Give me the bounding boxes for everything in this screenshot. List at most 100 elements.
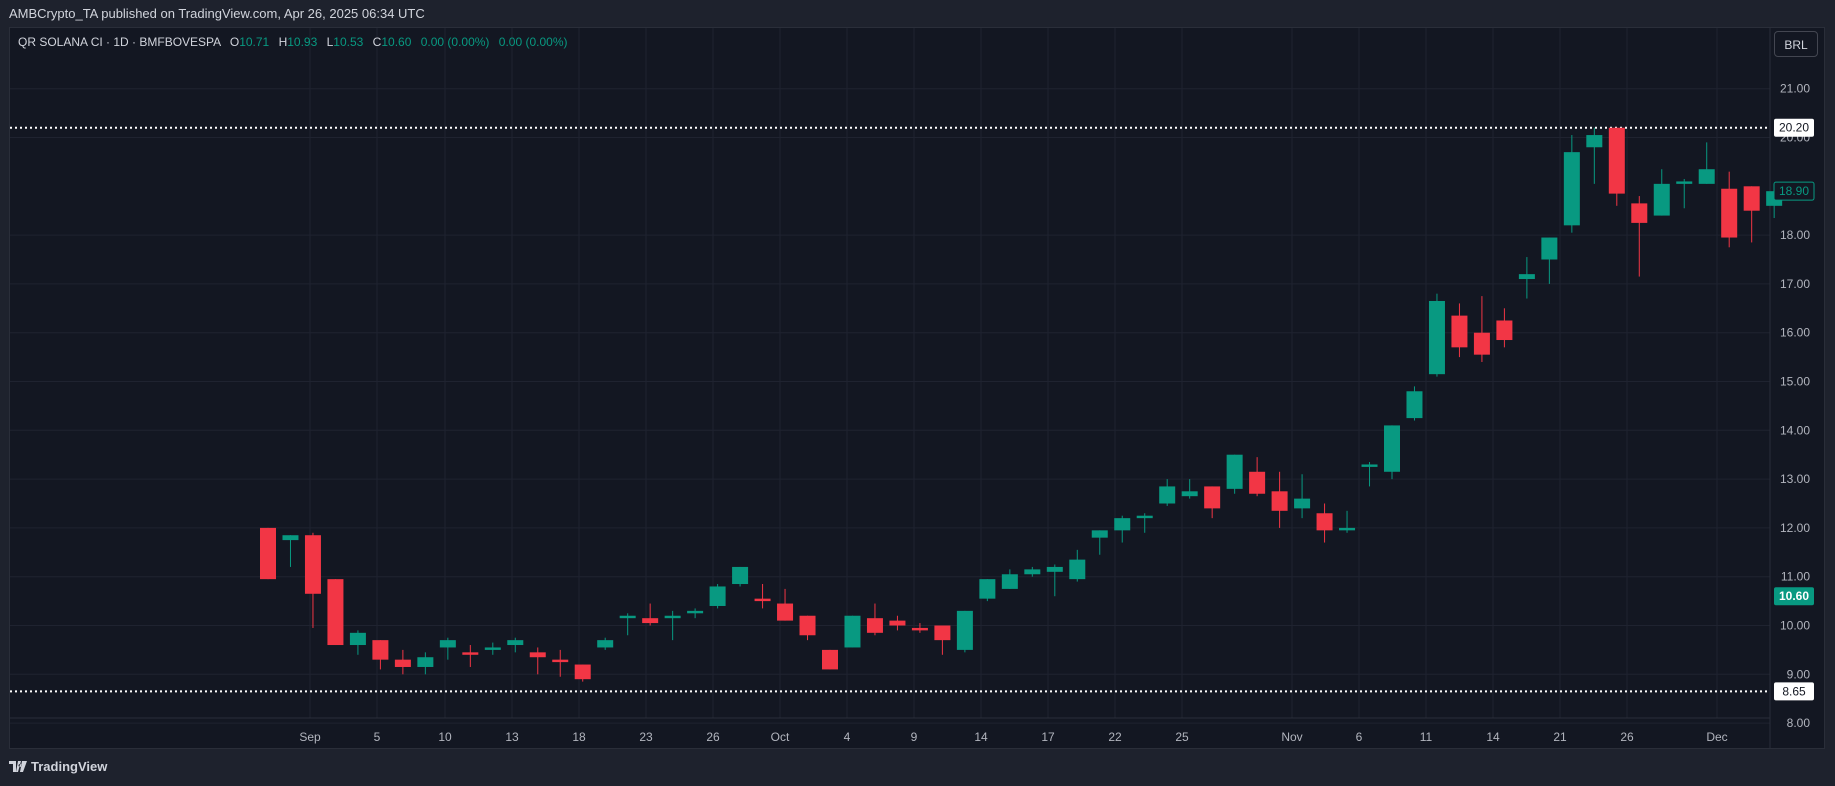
candle-body[interactable]	[642, 618, 659, 624]
candle-body[interactable]	[1136, 515, 1153, 519]
x-tick-label: 26	[706, 730, 720, 744]
candle-body[interactable]	[1384, 425, 1400, 472]
candle-body[interactable]	[1743, 186, 1760, 211]
candle-body[interactable]	[1159, 486, 1176, 504]
change-value-2: 0.00 (0.00%)	[498, 35, 568, 49]
candle-body[interactable]	[1249, 471, 1266, 494]
candle-body[interactable]	[394, 659, 411, 667]
change-value: 0.00 (0.00%)	[420, 35, 490, 49]
candle-body[interactable]	[1181, 491, 1198, 497]
candle-body[interactable]	[844, 615, 861, 648]
x-tick-label: 17	[1041, 730, 1055, 744]
candle-body[interactable]	[1541, 237, 1558, 260]
candle-body[interactable]	[709, 586, 726, 606]
close-label: C	[372, 35, 382, 49]
x-tick-label: Dec	[1706, 730, 1727, 744]
y-tick-label: 10.00	[1780, 619, 1810, 633]
candle-body[interactable]	[1271, 491, 1288, 511]
candle-body[interactable]	[889, 620, 906, 626]
candle-body[interactable]	[439, 640, 456, 648]
candle-body[interactable]	[1226, 454, 1243, 489]
candle-body[interactable]	[1339, 527, 1356, 531]
candle-body[interactable]	[1721, 188, 1738, 238]
candle-body[interactable]	[1001, 574, 1018, 589]
candle-body[interactable]	[934, 625, 951, 641]
candle-body[interactable]	[732, 566, 749, 585]
candle-body[interactable]	[1316, 513, 1333, 531]
x-tick-label: 13	[505, 730, 519, 744]
low-label: L	[326, 35, 334, 49]
candle-body[interactable]	[597, 640, 614, 648]
candle-body[interactable]	[574, 664, 591, 680]
candle-body[interactable]	[1698, 169, 1715, 184]
candle-body[interactable]	[1563, 152, 1580, 226]
last-price-label: 18.90	[1779, 184, 1809, 198]
candle-body[interactable]	[1091, 530, 1108, 538]
candle-body[interactable]	[260, 527, 276, 580]
candle-body[interactable]	[507, 640, 524, 646]
candle-body[interactable]	[1294, 498, 1311, 509]
candle-body[interactable]	[866, 618, 883, 633]
candle-body[interactable]	[484, 647, 501, 650]
close-value: 10.60	[381, 35, 412, 49]
brand-label: TradingView	[31, 759, 108, 774]
x-tick-label: 4	[844, 730, 851, 744]
candle-body[interactable]	[529, 652, 546, 658]
open-label: O	[229, 35, 240, 49]
candle-body[interactable]	[304, 535, 321, 594]
candle-body[interactable]	[1361, 464, 1378, 467]
y-tick-label: 17.00	[1780, 277, 1810, 291]
tradingview-brand[interactable]: TradingView	[9, 759, 107, 775]
x-tick-label: 21	[1553, 730, 1567, 744]
candle-body[interactable]	[1024, 569, 1041, 575]
x-tick-label: Sep	[299, 730, 321, 744]
candle-body[interactable]	[979, 579, 996, 599]
x-tick-label: 14	[1486, 730, 1500, 744]
symbol-name[interactable]: QR SOLANA CI · 1D · BMFBOVESPA	[18, 35, 221, 49]
candle-body[interactable]	[799, 615, 816, 636]
candle-body[interactable]	[777, 603, 794, 621]
y-tick-label: 9.00	[1787, 667, 1811, 681]
candle-body[interactable]	[552, 659, 569, 663]
candle-body[interactable]	[1114, 518, 1131, 531]
candle-body[interactable]	[462, 652, 479, 655]
publisher-header: AMBCrypto_TA published on TradingView.co…	[0, 0, 1835, 27]
candle-body[interactable]	[911, 627, 928, 631]
candle-body[interactable]	[1451, 315, 1468, 348]
candle-body[interactable]	[372, 640, 389, 660]
candle-body[interactable]	[1631, 203, 1648, 223]
candle-body[interactable]	[417, 657, 434, 667]
candle-body[interactable]	[1586, 135, 1603, 148]
x-tick-label: 5	[374, 730, 381, 744]
candle-body[interactable]	[1406, 391, 1423, 419]
candle-body[interactable]	[1518, 274, 1535, 280]
candle-body[interactable]	[349, 632, 366, 646]
x-tick-label: Oct	[771, 730, 790, 744]
candle-body[interactable]	[282, 535, 299, 541]
current-price-label: 10.60	[1779, 589, 1809, 603]
candle-body[interactable]	[1046, 566, 1063, 572]
x-tick-label: 18	[572, 730, 586, 744]
candle-body[interactable]	[1653, 183, 1670, 216]
y-tick-label: 12.00	[1780, 521, 1810, 535]
candle-body[interactable]	[1473, 332, 1490, 355]
candle-body[interactable]	[754, 598, 771, 602]
candle-body[interactable]	[822, 649, 838, 670]
level-price-label: 8.65	[1782, 684, 1806, 698]
level-price-tag	[1774, 118, 1814, 137]
candle-body[interactable]	[1204, 486, 1221, 509]
candle-body[interactable]	[1069, 559, 1086, 580]
candle-body[interactable]	[687, 610, 704, 614]
candle-body[interactable]	[1676, 181, 1693, 184]
candle-body[interactable]	[327, 579, 344, 646]
candle-body[interactable]	[956, 610, 973, 650]
x-tick-label: 9	[911, 730, 918, 744]
x-tick-label: 25	[1175, 730, 1189, 744]
candle-body[interactable]	[619, 615, 636, 619]
currency-button[interactable]: BRL	[1774, 31, 1818, 57]
candle-body[interactable]	[664, 615, 681, 619]
candle-body[interactable]	[1608, 127, 1625, 194]
candle-body[interactable]	[1496, 320, 1513, 341]
candle-body[interactable]	[1428, 300, 1445, 375]
